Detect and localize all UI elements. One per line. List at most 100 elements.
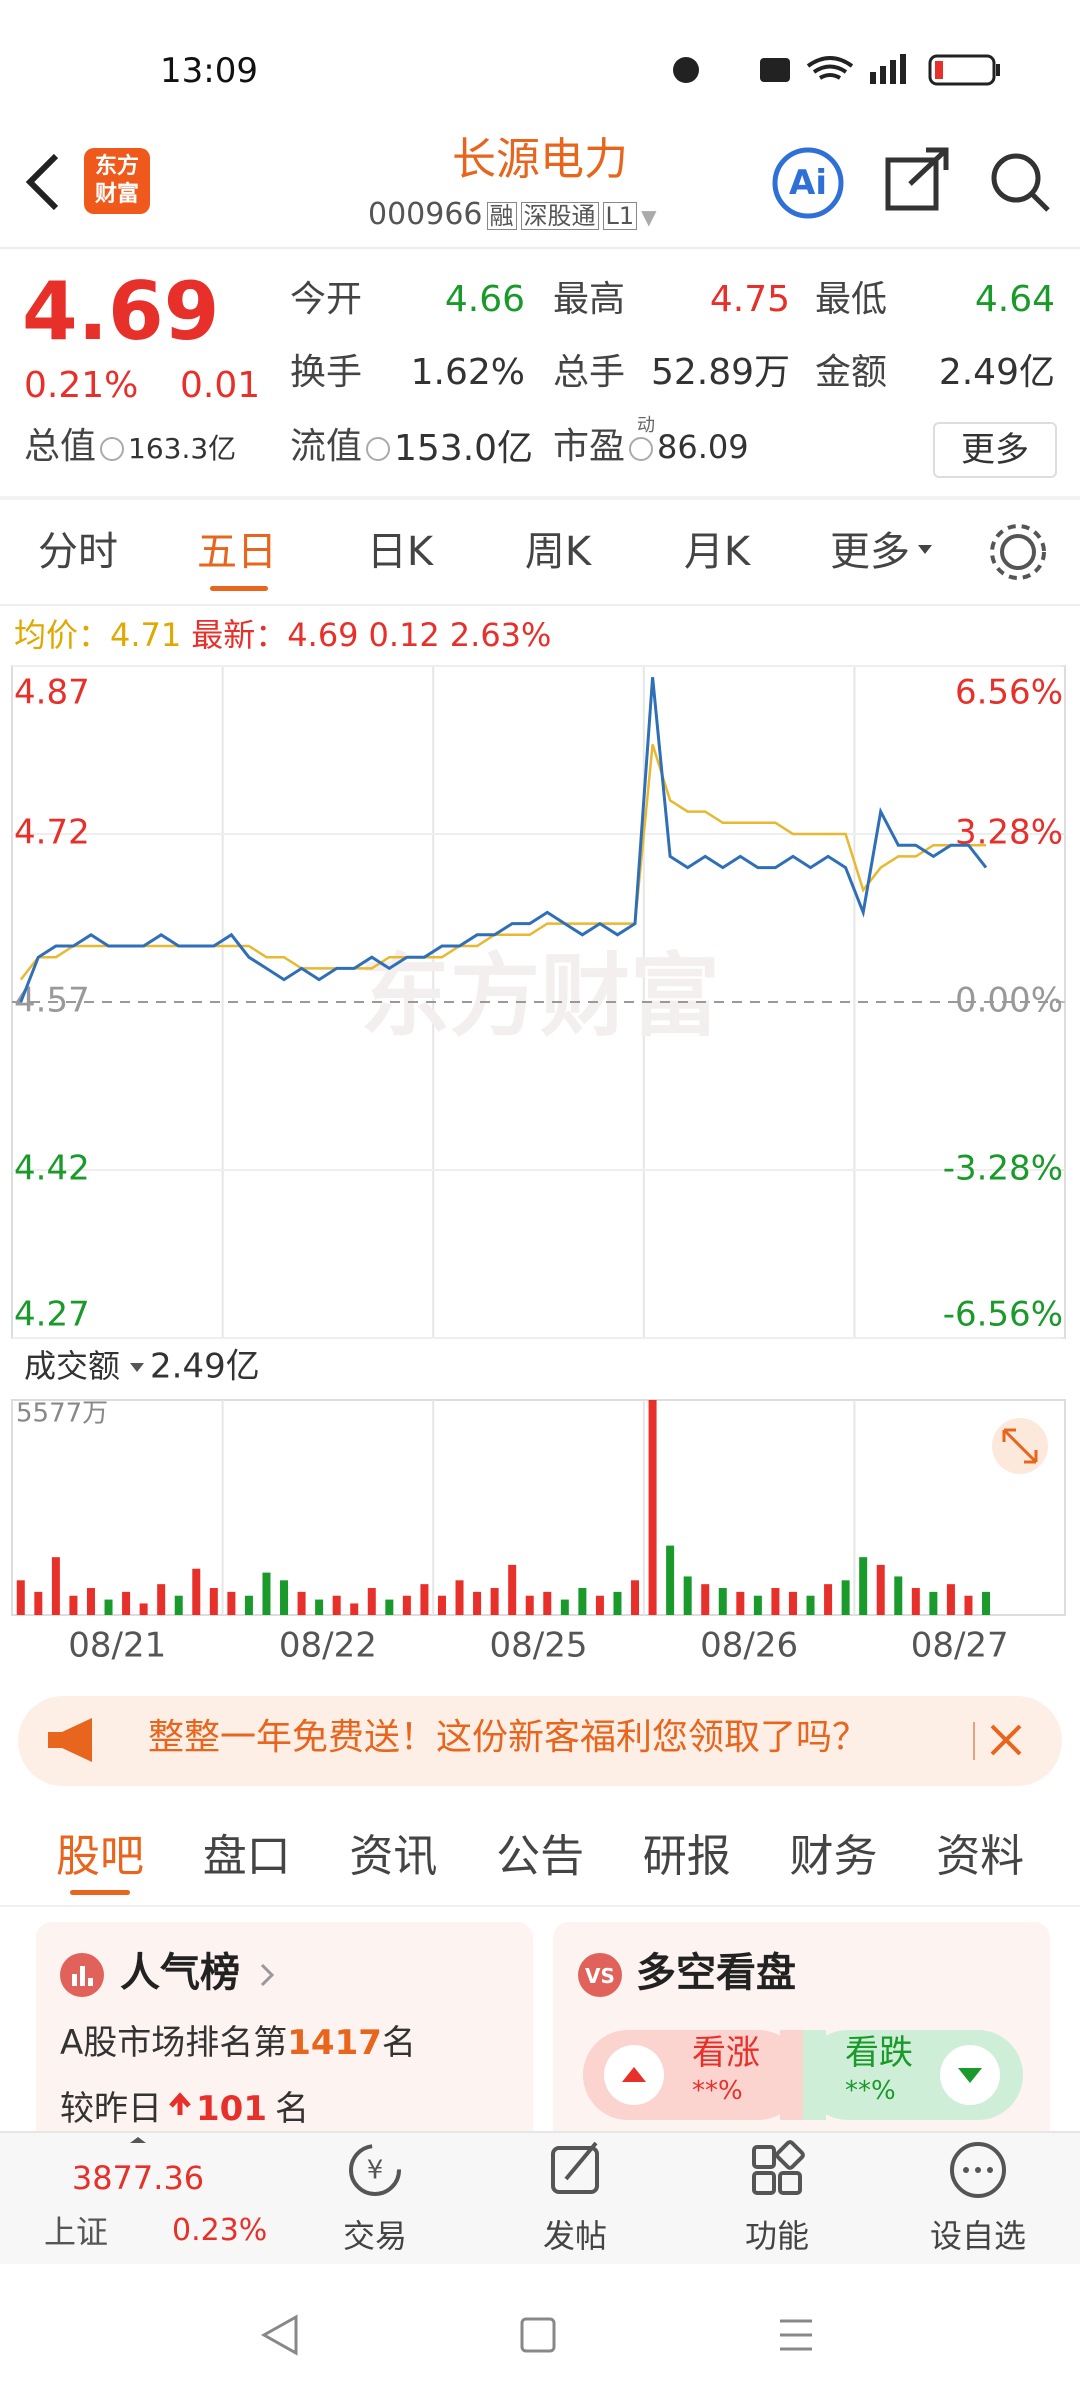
section-tab[interactable]: 资讯 [349, 1831, 438, 1882]
divider [0, 1905, 1080, 1907]
section-tab[interactable]: 股吧 [56, 1831, 144, 1882]
nav-item[interactable]: 功能 [744, 2217, 810, 2255]
field-label: 最高 [553, 279, 626, 320]
chart-tab[interactable]: 分时 [38, 529, 118, 575]
volume-bar [51, 1557, 60, 1615]
volume-bar [946, 1584, 955, 1615]
y2-tick-label: -6.56% [943, 1295, 1063, 1335]
latest-label: 最新： [191, 616, 288, 654]
popularity-card[interactable] [36, 1922, 533, 2152]
volume-bar [157, 1584, 166, 1615]
index-pct[interactable]: 0.23% [172, 2213, 268, 2248]
field-value: 52.89万 [650, 352, 790, 393]
divider [0, 604, 1080, 606]
status-time: 13:09 [160, 51, 258, 91]
volume-bar [367, 1588, 376, 1615]
nav-menu[interactable] [780, 2319, 812, 2351]
x-tick-label: 08/26 [700, 1626, 798, 1666]
volume-bar [350, 1603, 359, 1615]
rank-change: 101 [196, 2089, 267, 2129]
vs-icon: VS [585, 1964, 615, 1988]
expand-icon [1002, 1428, 1038, 1464]
field-label: 最低 [815, 279, 888, 320]
bull-pct: **% [692, 2076, 743, 2106]
volume-bar [34, 1591, 43, 1615]
volume-bar [771, 1588, 780, 1615]
rank-line: A股市场排名第 1417 名 [60, 2026, 416, 2060]
section-tab[interactable]: 资料 [936, 1831, 1025, 1882]
section-tab[interactable]: 研报 [642, 1831, 731, 1882]
back-arrow[interactable] [25, 153, 59, 211]
volume-label: 成交额 [24, 1347, 120, 1385]
ai-label[interactable]: Ai [789, 163, 827, 203]
volume-bar [560, 1599, 569, 1615]
volume-bar [174, 1595, 183, 1615]
index-value[interactable]: 3877.36 [71, 2159, 205, 2197]
volume-bar [894, 1576, 903, 1615]
volume-bar [420, 1584, 429, 1615]
bull-label[interactable]: 看涨 [692, 2033, 760, 2073]
section-tab[interactable]: 财务 [789, 1831, 878, 1882]
volume-bar [297, 1591, 306, 1615]
chart-tab[interactable]: 周K [524, 529, 592, 575]
more-button[interactable]: 更多 [933, 422, 1057, 478]
settings-icon[interactable] [0, 524, 1080, 590]
rank: 1417 [287, 2023, 382, 2063]
tag: L1 [602, 202, 638, 230]
ai-button[interactable] [772, 147, 844, 219]
stock-code: 000966 [368, 197, 483, 232]
y-tick-label: 4.27 [14, 1295, 90, 1335]
x-tick-label: 08/21 [68, 1626, 166, 1666]
volume-bar [490, 1588, 499, 1615]
dropdown-arrow [130, 1363, 144, 1372]
chart-tab[interactable]: 更多 [830, 529, 910, 575]
volume-bar [841, 1580, 850, 1615]
nav-item[interactable]: 设自选 [929, 2217, 1027, 2255]
volume-bar [788, 1591, 797, 1615]
volume-bar [86, 1588, 95, 1615]
volume-bar [718, 1588, 727, 1615]
chart-tab[interactable]: 月K [683, 529, 751, 575]
volume-bar [911, 1588, 920, 1615]
section-tab[interactable]: 盘口 [202, 1831, 291, 1882]
text: 名 [274, 2089, 309, 2129]
volume-bar [508, 1564, 517, 1615]
volume-bar [385, 1599, 394, 1615]
latest-change-pct: 2.63% [449, 616, 552, 654]
x-tick-label: 08/25 [490, 1626, 588, 1666]
chart-tab[interactable]: 五日 [197, 529, 277, 575]
bear-label[interactable]: 看跌 [845, 2033, 913, 2073]
nav-item[interactable]: 交易 [342, 2217, 408, 2255]
nav-item[interactable]: 发帖 [542, 2217, 608, 2255]
volume-bar [876, 1564, 885, 1615]
index-name[interactable]: 上证 [44, 2213, 109, 2251]
bottom-bar [0, 2131, 1080, 2264]
divider [0, 496, 1080, 500]
text: 名 [381, 2023, 416, 2063]
promo-banner[interactable] [18, 1696, 1062, 1786]
tag: 融 [486, 202, 517, 230]
volume-bar [982, 1591, 991, 1615]
plot-border [11, 1399, 1066, 1616]
nav-home[interactable] [520, 2317, 556, 2353]
volume-bar [701, 1584, 710, 1615]
volume-bar [16, 1580, 25, 1615]
rank-change-line: 较昨日 101 名 [60, 2092, 309, 2126]
info-icon [100, 437, 124, 461]
volume-bar [104, 1599, 113, 1615]
share-icon[interactable] [885, 147, 949, 211]
tab-underline [210, 586, 268, 591]
field-sup: 动 [637, 415, 655, 436]
section-tab[interactable]: 公告 [496, 1831, 585, 1882]
nav-back[interactable] [260, 2314, 298, 2356]
volume-bar [806, 1595, 815, 1615]
chart-tab[interactable]: 日K [366, 529, 434, 575]
field-value: 153.0亿 [394, 428, 534, 469]
dropdown-arrow[interactable]: ▼ [641, 205, 657, 229]
volume-bar [543, 1591, 552, 1615]
y2-tick-label: 0.00% [955, 981, 1063, 1021]
banner-text[interactable]: 整整一年免费送！这份新客福利您领取了吗？ [148, 1717, 869, 1758]
y-tick-label: 4.87 [14, 673, 90, 713]
search-icon[interactable] [991, 153, 1041, 203]
y2-tick-label: 6.56% [955, 673, 1063, 713]
